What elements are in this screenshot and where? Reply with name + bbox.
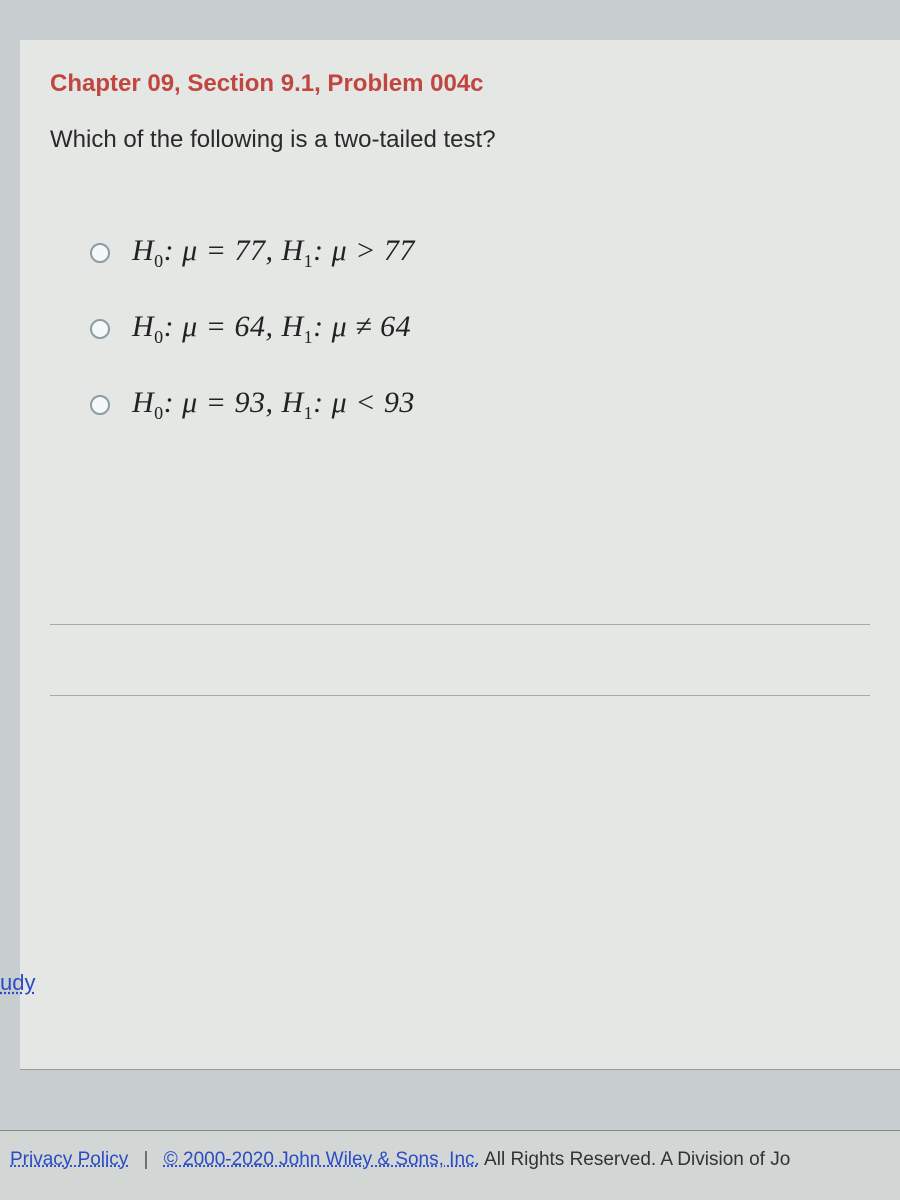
options-list: H0: μ = 77, H1: μ > 77 H0: μ = 64, H1: μ… — [50, 234, 870, 424]
question-panel: Chapter 09, Section 9.1, Problem 004c Wh… — [20, 40, 900, 1070]
option-1-formula: H0: μ = 77, H1: μ > 77 — [132, 234, 415, 272]
radio-icon[interactable] — [90, 243, 110, 263]
option-1[interactable]: H0: μ = 77, H1: μ > 77 — [90, 234, 870, 272]
footer: Privacy Policy | © 2000-2020 John Wiley … — [0, 1130, 900, 1200]
radio-icon[interactable] — [90, 319, 110, 339]
copyright-text: All Rights Reserved. A Division of Jo — [484, 1149, 790, 1170]
option-3[interactable]: H0: μ = 93, H1: μ < 93 — [90, 386, 870, 424]
option-2[interactable]: H0: μ = 64, H1: μ ≠ 64 — [90, 310, 870, 348]
divider — [50, 624, 870, 625]
radio-icon[interactable] — [90, 395, 110, 415]
copyright-link[interactable]: © 2000-2020 John Wiley & Sons, Inc. — [164, 1149, 480, 1170]
option-2-formula: H0: μ = 64, H1: μ ≠ 64 — [132, 310, 411, 348]
privacy-policy-link[interactable]: Privacy Policy — [10, 1149, 128, 1170]
divider — [50, 695, 870, 696]
footer-separator: | — [144, 1149, 149, 1170]
chapter-title: Chapter 09, Section 9.1, Problem 004c — [50, 70, 870, 98]
question-text: Which of the following is a two-tailed t… — [50, 126, 870, 154]
study-link[interactable]: udy — [0, 970, 35, 996]
option-3-formula: H0: μ = 93, H1: μ < 93 — [132, 386, 415, 424]
